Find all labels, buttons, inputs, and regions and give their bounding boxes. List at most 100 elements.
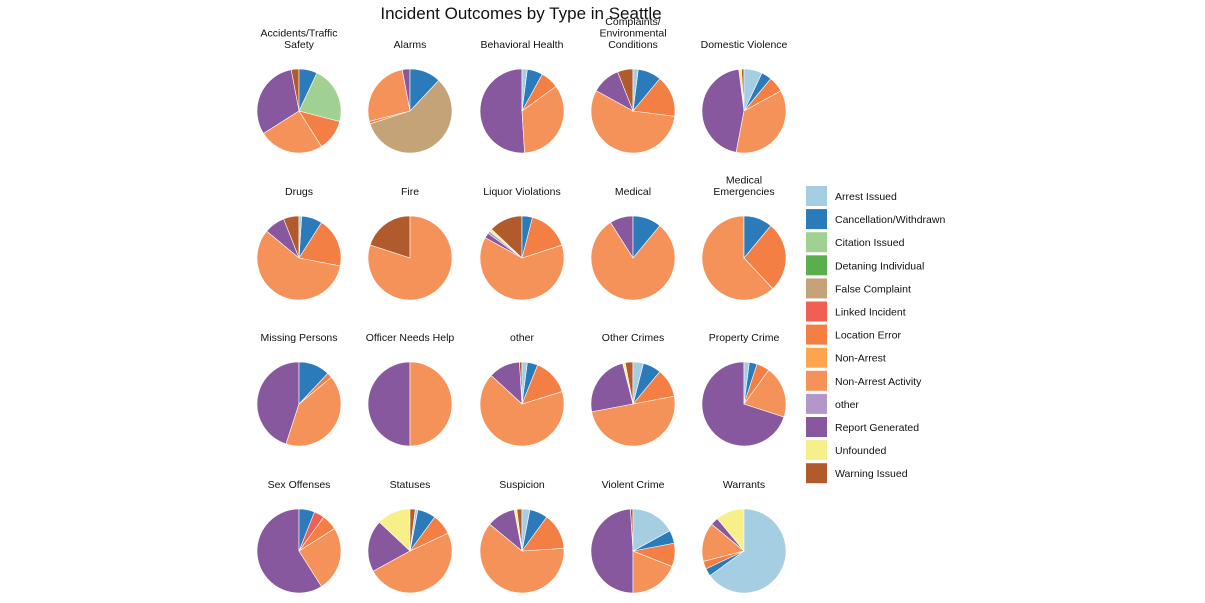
pie-title: Medical Emergencies bbox=[713, 175, 774, 199]
legend-label: Warning Issued bbox=[835, 468, 908, 480]
slice-non-arrest-activity bbox=[285, 376, 342, 447]
pie-title: Other Crimes bbox=[602, 332, 664, 344]
pie-title: Violent Crime bbox=[602, 479, 665, 491]
slice-non-arrest-activity bbox=[521, 85, 565, 154]
pie-domestic-violence: Domestic Violence bbox=[701, 39, 788, 154]
slice-cancellation-withdrawn bbox=[409, 68, 440, 112]
pie-missing-persons: Missing Persons bbox=[256, 332, 342, 447]
legend-label: Cancellation/Withdrawn bbox=[835, 214, 945, 226]
slice-non-arrest-activity bbox=[298, 528, 342, 587]
pie-title: Accidents/Traffic Safety bbox=[260, 28, 337, 52]
slice-location-error bbox=[298, 222, 342, 267]
legend-label: False Complaint bbox=[835, 283, 911, 295]
pie-title: Fire bbox=[401, 186, 419, 198]
slice-arrest-issued bbox=[632, 361, 644, 405]
slice-report-generated bbox=[479, 68, 525, 154]
legend-swatch bbox=[806, 301, 827, 322]
pie-accidents-traffic-safety: Accidents/Traffic Safety bbox=[256, 28, 342, 154]
slice-report-generated bbox=[590, 362, 634, 413]
slice-false-complaint bbox=[369, 79, 453, 154]
legend-swatch bbox=[806, 255, 827, 276]
pie-title: Property Crime bbox=[709, 332, 780, 344]
pie-title: Statuses bbox=[390, 479, 431, 491]
slice-non-arrest-activity bbox=[591, 395, 676, 447]
slice-arrest-issued bbox=[298, 215, 302, 259]
pie-title: Drugs bbox=[285, 186, 313, 198]
pie-violent-crime: Violent Crime bbox=[590, 479, 676, 594]
pie-medical-emergencies: Medical Emergencies bbox=[701, 175, 787, 301]
pie-drugs: Drugs bbox=[256, 186, 342, 301]
legend-item-location-error: Location Error bbox=[806, 324, 901, 345]
slice-non-arrest-activity bbox=[409, 361, 453, 447]
slice-report-generated bbox=[256, 361, 300, 445]
pie-title: other bbox=[510, 332, 534, 344]
legend-swatch bbox=[806, 232, 827, 253]
pie-alarms: Alarms bbox=[367, 39, 453, 154]
slice-non-arrest-activity bbox=[743, 369, 787, 418]
pie-title: Behavioral Health bbox=[481, 39, 564, 51]
pie-suspicion: Suspicion bbox=[479, 479, 565, 594]
slice-report-generated bbox=[590, 508, 634, 594]
pie-title: Missing Persons bbox=[260, 332, 337, 344]
slice-arrest-issued bbox=[743, 361, 750, 405]
legend-swatch bbox=[806, 440, 827, 461]
pie-liquor-violations: Liquor Violations bbox=[479, 186, 565, 301]
legend-swatch bbox=[806, 393, 827, 414]
slice-report-generated bbox=[367, 521, 411, 572]
legend-swatch bbox=[806, 186, 827, 206]
legend-item-other: other bbox=[806, 393, 859, 414]
legend-label: Unfounded bbox=[835, 445, 887, 457]
slice-report-generated bbox=[701, 361, 785, 447]
legend-label: Non-Arrest bbox=[835, 353, 886, 365]
slice-cancellation-withdrawn bbox=[298, 361, 329, 405]
legend-label: Non-Arrest Activity bbox=[835, 376, 922, 388]
legend-swatch bbox=[806, 209, 827, 230]
legend-swatch bbox=[806, 324, 827, 345]
pie-fire: Fire bbox=[367, 186, 453, 301]
slice-non-arrest-activity bbox=[632, 550, 673, 594]
legend-item-cancellation-withdrawn: Cancellation/Withdrawn bbox=[806, 209, 945, 230]
slice-non-arrest-activity bbox=[256, 230, 341, 301]
slice-location-error bbox=[743, 225, 787, 290]
slice-non-arrest-activity bbox=[367, 215, 453, 301]
slice-non-arrest-activity bbox=[367, 69, 411, 122]
slice-non-arrest-activity bbox=[263, 110, 322, 154]
legend-swatch bbox=[806, 417, 827, 437]
slice-arrest-issued bbox=[521, 68, 528, 112]
legend-label: Citation Issued bbox=[835, 237, 905, 249]
chart-title: Incident Outcomes by Type in Seattle bbox=[380, 4, 661, 23]
slice-citation-issued bbox=[298, 72, 342, 122]
pie-officer-needs-help: Officer Needs Help bbox=[366, 332, 455, 447]
pie-property-crime: Property Crime bbox=[701, 332, 787, 447]
legend-item-non-arrest-activity: Non-Arrest Activity bbox=[806, 370, 922, 391]
slice-cancellation-withdrawn bbox=[298, 508, 315, 552]
legend-swatch bbox=[806, 347, 827, 368]
legend-label: Linked Incident bbox=[835, 307, 906, 319]
slice-cancellation-withdrawn bbox=[632, 215, 661, 259]
pie-grid: Accidents/Traffic Safety Alarms Behavioral … bbox=[256, 16, 788, 594]
legend-item-citation-issued: Citation Issued bbox=[806, 232, 905, 253]
slice-arrest-issued bbox=[521, 508, 531, 552]
legend-label: Location Error bbox=[835, 330, 901, 342]
pie-title: Suspicion bbox=[499, 479, 545, 491]
pie-complaints-environmental-conditions: Complaints/Environmental Conditions bbox=[590, 16, 676, 154]
legend-item-arrest-issued: Arrest Issued bbox=[806, 186, 897, 206]
pie-warrants: Warrants bbox=[701, 479, 787, 594]
slice-arrest-issued bbox=[709, 508, 787, 594]
legend-item-false-complaint: False Complaint bbox=[806, 278, 911, 299]
slice-report-generated bbox=[256, 508, 322, 594]
legend-swatch bbox=[806, 278, 827, 299]
slice-arrest-issued bbox=[632, 508, 671, 552]
legend-label: Arrest Issued bbox=[835, 191, 897, 203]
slice-non-arrest-activity bbox=[590, 222, 676, 301]
slice-non-arrest-activity bbox=[479, 523, 565, 594]
slice-non-arrest-activity bbox=[479, 237, 565, 301]
legend-label: other bbox=[835, 399, 859, 411]
legend-label: Detaning Individual bbox=[835, 260, 924, 272]
slice-cancellation-withdrawn bbox=[743, 215, 772, 259]
legend-item-non-arrest: Non-Arrest bbox=[806, 347, 886, 368]
pie-statuses: Statuses bbox=[367, 479, 453, 594]
legend-swatch bbox=[806, 463, 827, 484]
pie-title: Officer Needs Help bbox=[366, 332, 455, 344]
